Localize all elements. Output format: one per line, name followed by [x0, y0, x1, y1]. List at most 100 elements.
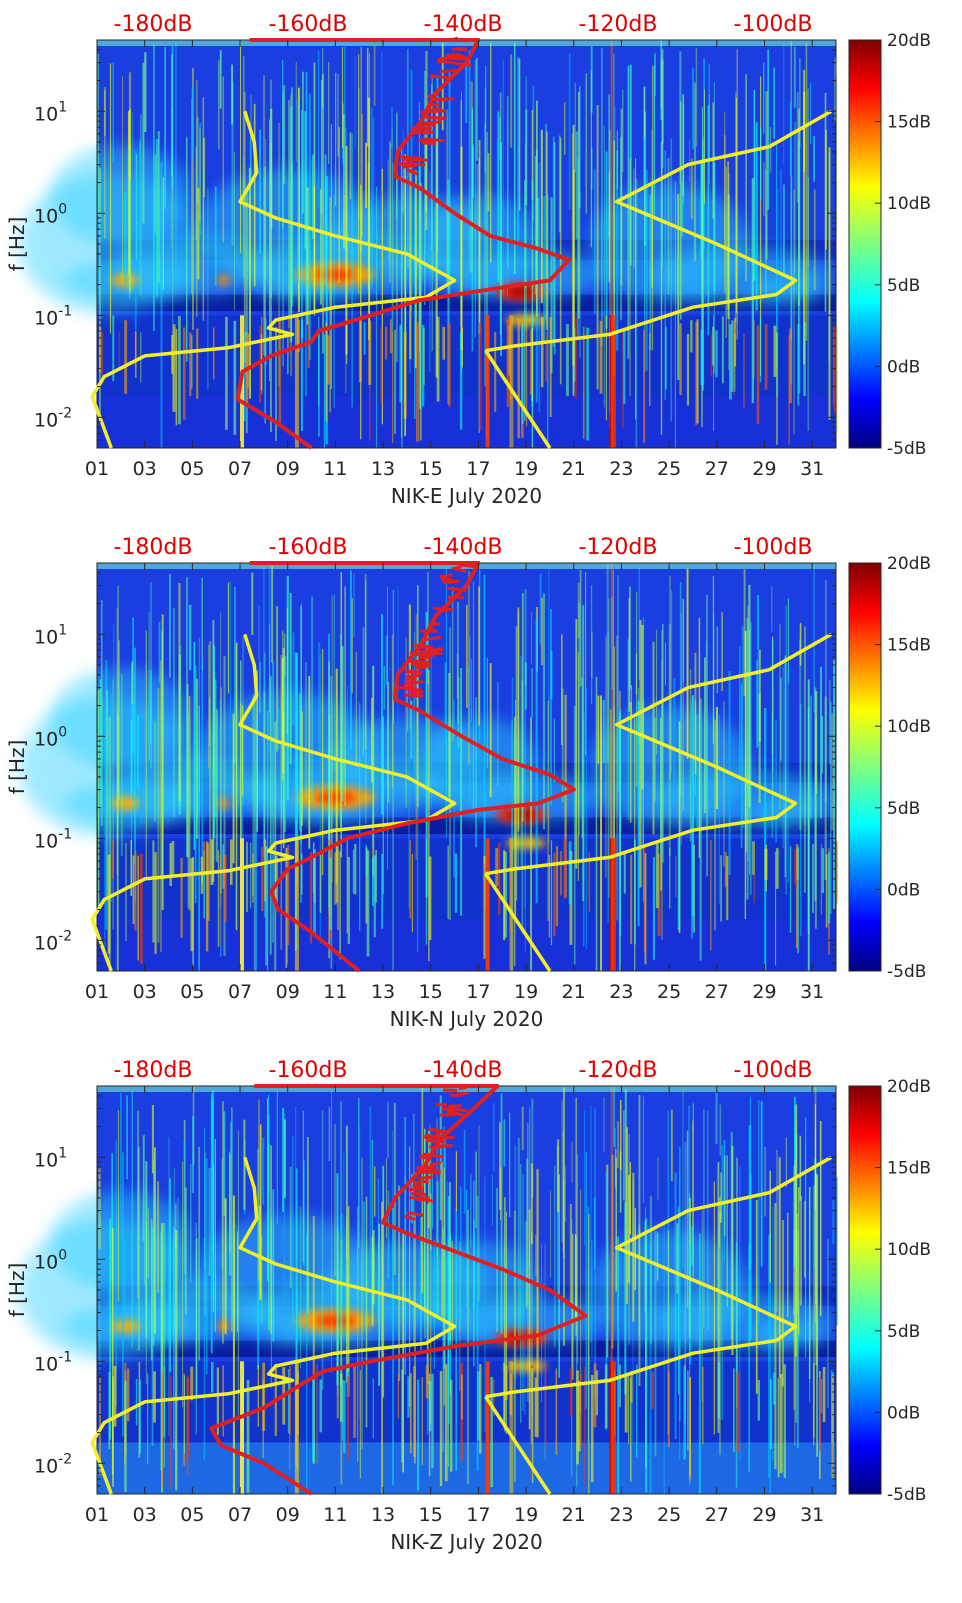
- x-tick-label: 23: [609, 1504, 633, 1526]
- x-tick-label: 11: [323, 458, 347, 480]
- colorbar-tick-label: -5dB: [887, 1485, 926, 1505]
- colorbar-tick-label: 0dB: [887, 357, 920, 377]
- y-tick-label: 10-1: [34, 303, 72, 329]
- x-tick-label: 11: [323, 1504, 347, 1526]
- top-scale-label: -180dB: [114, 12, 193, 37]
- colorbar-tick-label: -5dB: [887, 962, 926, 982]
- y-tick-label: 10-2: [34, 1451, 72, 1477]
- x-tick-label: 01: [85, 458, 109, 480]
- top-scale-label: -140dB: [424, 535, 503, 560]
- x-tick-label: 19: [514, 458, 538, 480]
- top-scale-label: -100dB: [734, 535, 813, 560]
- colorbar-tick-label: 10dB: [887, 194, 931, 214]
- colorbar-tick-label: 10dB: [887, 1240, 931, 1260]
- colorbar: 20dB 15dB 10dB 5dB 0dB -5dB: [849, 1077, 931, 1505]
- x-tick-label: 23: [609, 458, 633, 480]
- x-tick-label: 13: [371, 458, 395, 480]
- x-tick-label: 17: [466, 1504, 490, 1526]
- y-tick-label: 10-2: [34, 405, 72, 431]
- top-scale-label: -140dB: [424, 12, 503, 37]
- top-scale-labels: -180dB -160dB -140dB -120dB -100dB: [114, 1058, 813, 1083]
- x-tick-label: 13: [371, 981, 395, 1003]
- x-tick-label: 11: [323, 981, 347, 1003]
- colorbar-tick-label: 5dB: [887, 799, 920, 819]
- x-axis-label: NIK-N July 2020: [390, 1007, 544, 1031]
- y-axis-label: f [Hz]: [5, 217, 29, 272]
- colorbar-tick-label: 15dB: [887, 636, 931, 656]
- x-tick-label: 25: [657, 981, 681, 1003]
- x-tick-label: 27: [705, 1504, 729, 1526]
- colorbar-tick-label: 0dB: [887, 880, 920, 900]
- y-tick-label: 10-1: [34, 826, 72, 852]
- x-tick-label: 05: [180, 458, 204, 480]
- x-tick-label: 09: [276, 458, 300, 480]
- top-scale-label: -160dB: [269, 12, 348, 37]
- colorbar-tick-label: 15dB: [887, 113, 931, 133]
- top-scale-label: -160dB: [269, 1058, 348, 1083]
- top-scale-label: -180dB: [114, 535, 193, 560]
- x-tick-label: 15: [419, 1504, 443, 1526]
- y-axis-label: f [Hz]: [5, 1263, 29, 1318]
- colorbar-tick-label: 20dB: [887, 1077, 931, 1097]
- x-tick-label: 07: [228, 458, 252, 480]
- x-tick-label: 31: [800, 981, 824, 1003]
- colorbar-tick-label: 10dB: [887, 717, 931, 737]
- colorbar-tick-label: 20dB: [887, 554, 931, 574]
- top-scale-label: -140dB: [424, 1058, 503, 1083]
- x-tick-label: 03: [133, 1504, 157, 1526]
- top-scale-label: -100dB: [734, 12, 813, 37]
- colorbar: 20dB 15dB 10dB 5dB 0dB -5dB: [849, 31, 931, 459]
- x-tick-label: 09: [276, 981, 300, 1003]
- x-tick-label: 29: [752, 458, 776, 480]
- x-axis-label: NIK-Z July 2020: [390, 1530, 542, 1554]
- x-tick-label: 05: [180, 1504, 204, 1526]
- top-scale-label: -100dB: [734, 1058, 813, 1083]
- x-tick-label: 17: [466, 458, 490, 480]
- x-tick-label: 27: [705, 981, 729, 1003]
- x-tick-label: 05: [180, 981, 204, 1003]
- y-tick-label: 101: [34, 1145, 67, 1171]
- top-scale-label: -120dB: [579, 12, 658, 37]
- colorbar-tick-label: 20dB: [887, 31, 931, 51]
- x-tick-label: 01: [85, 981, 109, 1003]
- x-tick-label: 25: [657, 458, 681, 480]
- panel-nik-e: -180dB -160dB -140dB -120dB -100dB 01 03 05 07 09…: [5, 12, 931, 508]
- x-tick-label: 29: [752, 981, 776, 1003]
- y-tick-label: 101: [34, 99, 67, 125]
- x-tick-label: 21: [562, 458, 586, 480]
- x-tick-label: 25: [657, 1504, 681, 1526]
- y-tick-label: 10-1: [34, 1349, 72, 1375]
- x-tick-label: 01: [85, 1504, 109, 1526]
- top-scale-label: -120dB: [579, 1058, 658, 1083]
- x-tick-label: 29: [752, 1504, 776, 1526]
- x-tick-label: 21: [562, 1504, 586, 1526]
- x-tick-label: 13: [371, 1504, 395, 1526]
- y-tick-label: 10-2: [34, 928, 72, 954]
- x-tick-label: 19: [514, 981, 538, 1003]
- x-tick-label: 17: [466, 981, 490, 1003]
- x-tick-label: 09: [276, 1504, 300, 1526]
- x-tick-label: 31: [800, 458, 824, 480]
- colorbar-tick-label: 0dB: [887, 1403, 920, 1423]
- x-tick-label: 03: [133, 458, 157, 480]
- x-tick-label: 27: [705, 458, 729, 480]
- x-tick-label: 23: [609, 981, 633, 1003]
- colorbar-tick-label: -5dB: [887, 439, 926, 459]
- colorbar-tick-label: 15dB: [887, 1159, 931, 1179]
- y-tick-label: 101: [34, 622, 67, 648]
- top-scale-label: -180dB: [114, 1058, 193, 1083]
- x-tick-label: 15: [419, 981, 443, 1003]
- top-scale-label: -160dB: [269, 535, 348, 560]
- top-scale-labels: -180dB -160dB -140dB -120dB -100dB: [114, 12, 813, 37]
- x-tick-label: 07: [228, 981, 252, 1003]
- x-tick-label: 15: [419, 458, 443, 480]
- x-tick-label: 19: [514, 1504, 538, 1526]
- x-axis-label: NIK-E July 2020: [391, 484, 542, 508]
- x-tick-label: 31: [800, 1504, 824, 1526]
- colorbar-tick-label: 5dB: [887, 276, 920, 296]
- top-scale-labels: -180dB-160dB-140dB-120dB-100dB: [114, 535, 813, 560]
- colorbar-tick-label: 5dB: [887, 1322, 920, 1342]
